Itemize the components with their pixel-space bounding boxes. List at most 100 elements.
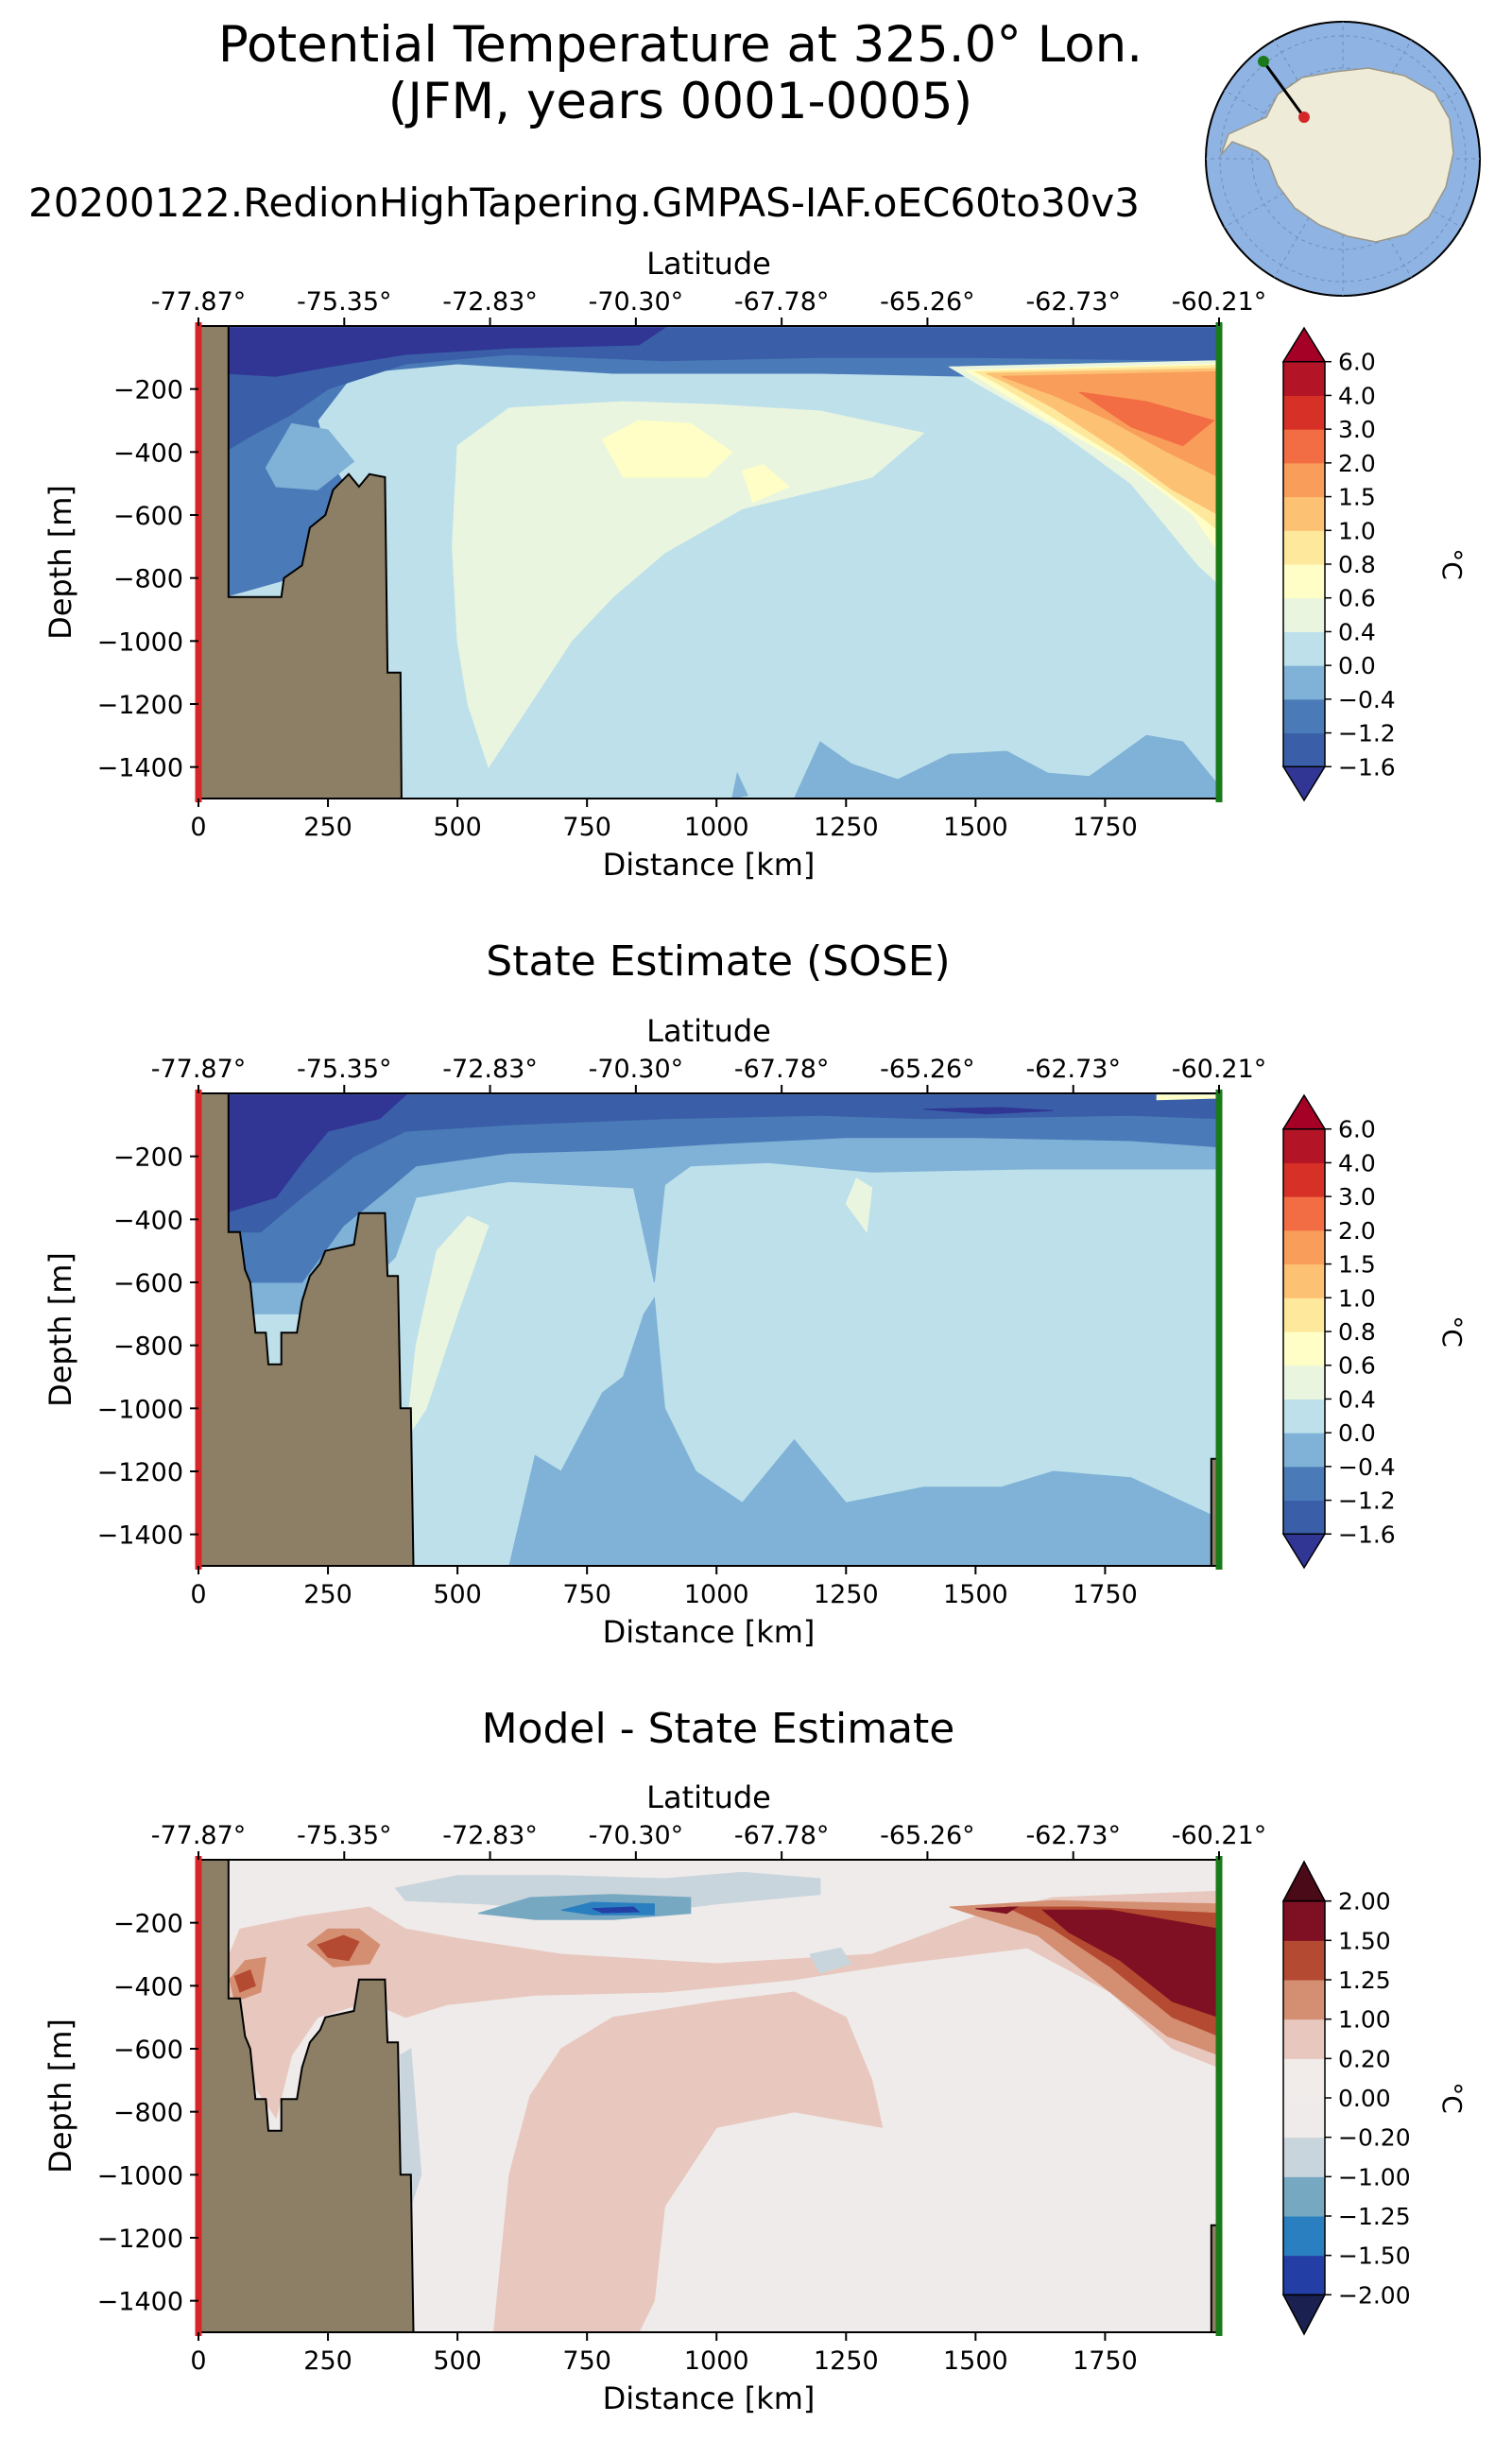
model-x-tick-label: 250 — [303, 813, 352, 842]
model-colorbar-segment — [1283, 496, 1325, 531]
model-contour-region-14 — [731, 771, 748, 799]
bias-y-tick-label: −800 — [113, 2099, 183, 2128]
model-x-tick-label: 1250 — [814, 813, 879, 842]
model-x-tick-label: 1500 — [943, 813, 1008, 842]
bias-y-tick-label: −1200 — [97, 2225, 183, 2254]
model-colorbar-tick-label: 4.0 — [1338, 382, 1376, 409]
model-contour-region-11 — [1001, 370, 1219, 478]
sose-panel-title: State Estimate (SOSE) — [486, 937, 951, 986]
bias-colorbar-tick-label: −1.25 — [1338, 2203, 1411, 2230]
sose-lat-tick-label: -72.83° — [442, 1055, 538, 1084]
model-colorbar-tick-label: 1.0 — [1338, 517, 1376, 544]
sose-contour-region-5 — [923, 1107, 1054, 1115]
main-title-line1: Potential Temperature at 325.0° Lon. — [217, 16, 1143, 74]
sose-contour-region-8 — [1156, 1094, 1219, 1101]
bias-contour-region-9 — [975, 1906, 1020, 1915]
sose-contour-region-7 — [845, 1177, 873, 1234]
bias-lat-tick-label: -60.21° — [1172, 1821, 1267, 1850]
sose-x-tick-label: 1750 — [1073, 1580, 1138, 1609]
sose-colorbar-extend-high — [1281, 1093, 1327, 1130]
bias-lat-axis-label: Latitude — [646, 1779, 771, 1815]
bias-y-tick-label: −400 — [113, 1972, 183, 2002]
sose-contour-region-6 — [404, 1215, 490, 1440]
sose-colorbar-segment — [1283, 1229, 1325, 1265]
model-lat-tick-label: -70.30° — [589, 287, 684, 317]
sose-colorbar-tick-label: −1.2 — [1338, 1487, 1396, 1515]
sose-y-tick-label: −1400 — [97, 1521, 183, 1551]
model-colorbar-segment — [1283, 665, 1325, 700]
bias-contour-region-11 — [809, 1947, 852, 1974]
sose-colorbar-segment — [1283, 1196, 1325, 1231]
bias-lat-tick-label: -72.83° — [442, 1821, 538, 1850]
sose-x-tick-label: 1000 — [684, 1580, 749, 1609]
bias-colorbar-segment — [1283, 2019, 1325, 2059]
model-colorbar-tick-label: 2.0 — [1338, 450, 1376, 477]
bias-colorbar-tick-label: −2.00 — [1338, 2281, 1411, 2309]
model-colorbar-segment — [1283, 395, 1325, 430]
bias-contour-region-1 — [229, 1890, 1219, 2120]
model-colorbar-label: °C — [1436, 548, 1468, 580]
sose-colorbar-segment — [1283, 1466, 1325, 1502]
model-y-tick-label: −600 — [113, 502, 183, 531]
bias-lat-tick-label: -65.26° — [880, 1821, 975, 1850]
model-colorbar-tick-label: 0.8 — [1338, 551, 1376, 578]
model-lat-tick-label: -67.78° — [734, 287, 830, 317]
bias-x-tick-label: 0 — [190, 2346, 206, 2376]
sose-colorbar-tick-label: 0.8 — [1338, 1318, 1376, 1346]
sose-colorbar-segment — [1283, 1500, 1325, 1535]
sose-y-tick-label: −1200 — [97, 1458, 183, 1487]
model-lat-tick-label: -75.35° — [297, 287, 392, 317]
bias-colorbar-segment — [1283, 2058, 1325, 2099]
bias-x-tick-label: 1250 — [814, 2346, 879, 2376]
bias-colorbar-tick-label: 0.00 — [1338, 2085, 1391, 2112]
sose-x-tick-label: 250 — [303, 1580, 352, 1609]
bias-colorbar-segment — [1283, 2137, 1325, 2177]
model-x-tick-label: 750 — [562, 813, 611, 842]
model-lat-tick-label: -60.21° — [1172, 287, 1267, 317]
model-seafloor-left — [198, 326, 403, 799]
bias-contour-region-10 — [394, 1871, 821, 1915]
model-colorbar-segment — [1283, 597, 1325, 632]
bias-colorbar-segment — [1283, 2098, 1325, 2139]
bias-contours — [198, 1860, 1219, 2332]
bias-colorbar-tick-label: 2.00 — [1338, 1888, 1391, 1916]
bias-colorbar-tick-label: 1.25 — [1338, 1967, 1391, 1994]
inset-section-start-marker — [1298, 112, 1310, 123]
inset-section-end-marker — [1258, 56, 1269, 67]
model-y-tick-label: −1000 — [97, 627, 183, 657]
sose-colorbar-tick-label: 6.0 — [1338, 1116, 1376, 1143]
sose-lat-tick-label: -65.26° — [880, 1055, 975, 1084]
sose-lat-tick-label: -75.35° — [297, 1055, 392, 1084]
sose-contour-region-0 — [385, 1297, 1219, 1566]
bias-y-tick-label: −1400 — [97, 2288, 183, 2317]
model-y-tick-label: −200 — [113, 376, 183, 405]
model-colorbar-tick-label: 1.5 — [1338, 484, 1376, 511]
inset-section-line — [1262, 60, 1306, 118]
sose-colorbar-segment — [1283, 1365, 1325, 1400]
bias-colorbar-tick-label: 1.00 — [1338, 2006, 1391, 2034]
sose-x-tick-label: 1250 — [814, 1580, 879, 1609]
bias-lat-tick-label: -75.35° — [297, 1821, 392, 1850]
bias-colorbar-extend-low — [1281, 2294, 1327, 2336]
model-x-tick-label: 1000 — [684, 813, 749, 842]
model-colorbar-tick-label: 0.0 — [1338, 652, 1376, 679]
bias-colorbar-segment — [1283, 2216, 1325, 2257]
sose-contours — [198, 1093, 1219, 1566]
model-colorbar-tick-label: 0.6 — [1338, 585, 1376, 612]
sose-colorbar-label: °C — [1436, 1315, 1468, 1348]
bias-contour-region-15 — [592, 1906, 641, 1914]
model-y-tick-label: −400 — [113, 438, 183, 468]
bias-lat-tick-label: -77.87° — [151, 1821, 247, 1850]
bias-lat-tick-label: -67.78° — [734, 1821, 830, 1850]
model-x-tick-label: 0 — [190, 813, 206, 842]
bias-colorbar-tick-label: −1.00 — [1338, 2163, 1411, 2191]
sose-x-axis-label: Distance [km] — [603, 1614, 816, 1650]
model-colorbar-segment — [1283, 530, 1325, 565]
model-colorbar-segment — [1283, 462, 1325, 498]
sose-colorbar-tick-label: 4.0 — [1338, 1149, 1376, 1177]
sose-contour-region-2 — [223, 1094, 1219, 1283]
model-colorbar-tick-label: −1.6 — [1338, 753, 1396, 781]
model-colorbar-segment — [1283, 631, 1325, 666]
model-colorbar-segment — [1283, 698, 1325, 734]
bias-colorbar-tick-label: 0.20 — [1338, 2045, 1391, 2072]
